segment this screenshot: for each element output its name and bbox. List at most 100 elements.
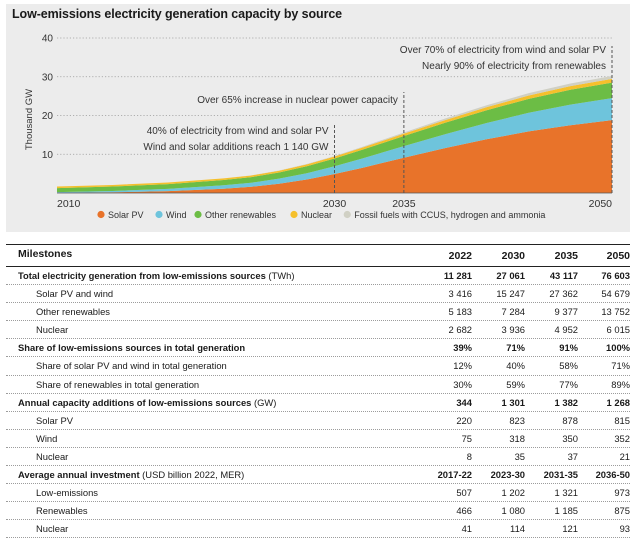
table-header-col: 2035	[554, 250, 578, 262]
table-row: Share of renewables in total generation 3…	[6, 376, 630, 394]
table-cell: 76 603	[601, 270, 630, 281]
legend-label: Nuclear	[301, 210, 332, 220]
row-label: Low-emissions	[36, 484, 98, 501]
table-cell: 12%	[453, 360, 472, 372]
table-cell: 973	[614, 487, 630, 499]
table-cell: 100%	[606, 342, 630, 354]
legend-label: Wind	[166, 210, 187, 220]
table-row: Solar PV and wind 3 416 15 247 27 362 54 679	[6, 285, 630, 304]
chart-title: Low-emissions electricity generation cap…	[12, 7, 343, 21]
table-cell: 1 301	[501, 396, 525, 408]
x-tick-label: 2050	[589, 198, 613, 210]
table-cell: 75	[461, 432, 472, 444]
table-cell: 823	[509, 414, 525, 426]
table-cell: 8	[466, 450, 472, 462]
table-cell: 40%	[506, 360, 525, 372]
row-label: Nuclear	[36, 321, 68, 338]
row-label-text: Nuclear	[36, 450, 69, 462]
row-label-text: Wind	[36, 432, 58, 444]
table-cell: 7 284	[501, 306, 525, 318]
table-cell: 220	[456, 414, 472, 426]
x-tick-label: 2030	[323, 198, 347, 210]
table-cell: 41	[461, 523, 472, 535]
y-tick-label: 20	[42, 111, 54, 122]
table-cell: 93	[619, 523, 630, 535]
row-label-text: Share of renewables in total generation	[36, 378, 200, 390]
table-cell: 318	[509, 432, 525, 444]
table-cell: 30%	[453, 378, 472, 390]
table-row: Solar PV 220 823 878 815	[6, 412, 630, 430]
y-tick-label: 30	[42, 72, 54, 83]
table-row: Low-emissions 507 1 202 1 321 973	[6, 484, 630, 503]
table-cell: 89%	[611, 378, 630, 390]
table-cell: 2036-50	[595, 469, 630, 481]
row-label: Annual capacity additions of low-emissio…	[18, 394, 276, 411]
legend-swatch	[155, 210, 163, 219]
table-cell: 39%	[453, 342, 472, 354]
row-label: Share of solar PV and wind in total gene…	[36, 357, 227, 374]
table-cell: 35	[514, 450, 525, 462]
table-row: Nuclear 41 114 121 93	[6, 520, 630, 538]
row-label: Nuclear	[36, 520, 68, 537]
legend-label: Other renewables	[205, 210, 277, 220]
table-cell: 13 752	[601, 306, 630, 318]
table-cell: 5 183	[448, 306, 472, 318]
milestones-table: Milestones 2022 2030 2035 2050 Total ele…	[6, 246, 630, 538]
table-top-rule	[6, 244, 630, 245]
row-label: Nuclear	[36, 448, 68, 465]
table-row: Nuclear 8 35 37 21	[6, 448, 630, 467]
table-cell: 3 416	[448, 288, 472, 300]
row-label-text: Nuclear	[36, 324, 69, 336]
row-unit: (GW)	[251, 396, 277, 408]
row-label-text: Solar PV and wind	[36, 288, 114, 300]
row-unit: (USD billion 2022, MER)	[139, 469, 245, 481]
table-cell: 58%	[559, 360, 578, 372]
x-tick-label: 2010	[57, 198, 81, 210]
table-section-row: Share of low-emissions sources in total …	[6, 339, 630, 358]
table-cell: 878	[562, 414, 578, 426]
table-cell: 2023-30	[490, 469, 525, 481]
table-cell: 15 247	[496, 288, 525, 300]
table-header-col: 2050	[606, 250, 630, 262]
table-cell: 43 117	[549, 270, 578, 281]
table-cell: 91%	[559, 342, 578, 354]
table-cell: 352	[614, 432, 630, 444]
area-other-renewables	[57, 82, 612, 193]
table-cell: 2 682	[448, 324, 472, 336]
row-label: Solar PV	[36, 412, 73, 429]
table-cell: 11 281	[443, 270, 472, 281]
row-label-text: Share of low-emissions sources in total …	[18, 342, 246, 354]
legend-label: Solar PV	[108, 210, 144, 220]
table-cell: 875	[614, 505, 630, 517]
row-label-text: Nuclear	[36, 523, 69, 535]
table-cell: 815	[614, 414, 630, 426]
table-cell: 1 080	[501, 505, 525, 517]
row-unit: (TWh)	[265, 270, 295, 281]
row-label: Total electricity generation from low-em…	[18, 267, 294, 284]
area-solar-pv	[57, 120, 612, 193]
area-wind	[57, 98, 612, 193]
table-cell: 344	[456, 396, 472, 408]
table-cell: 2017-22	[437, 469, 472, 481]
table-cell: 77%	[559, 378, 578, 390]
row-label: Other renewables	[36, 303, 110, 320]
row-label: Solar PV and wind	[36, 285, 113, 302]
table-cell: 1 202	[501, 487, 525, 499]
table-cell: 54 679	[601, 288, 630, 300]
table-section-row: Annual capacity additions of low-emissio…	[6, 394, 630, 412]
table-cell: 3 936	[501, 324, 525, 336]
table-cell: 59%	[506, 378, 525, 390]
table-cell: 114	[510, 523, 525, 535]
row-label-text: Low-emissions	[36, 487, 98, 499]
row-label: Share of renewables in total generation	[36, 376, 199, 393]
table-cell: 350	[562, 432, 578, 444]
row-label-text: Annual capacity additions of low-emissio…	[18, 396, 252, 408]
row-label: Share of low-emissions sources in total …	[18, 339, 245, 356]
row-label-text: Total electricity generation from low-em…	[18, 270, 266, 281]
table-cell: 507	[456, 487, 472, 499]
y-tick-label: 40	[42, 34, 54, 45]
area-nuclear	[57, 78, 612, 189]
y-tick-label: 10	[42, 150, 54, 161]
table-cell: 466	[456, 505, 472, 517]
